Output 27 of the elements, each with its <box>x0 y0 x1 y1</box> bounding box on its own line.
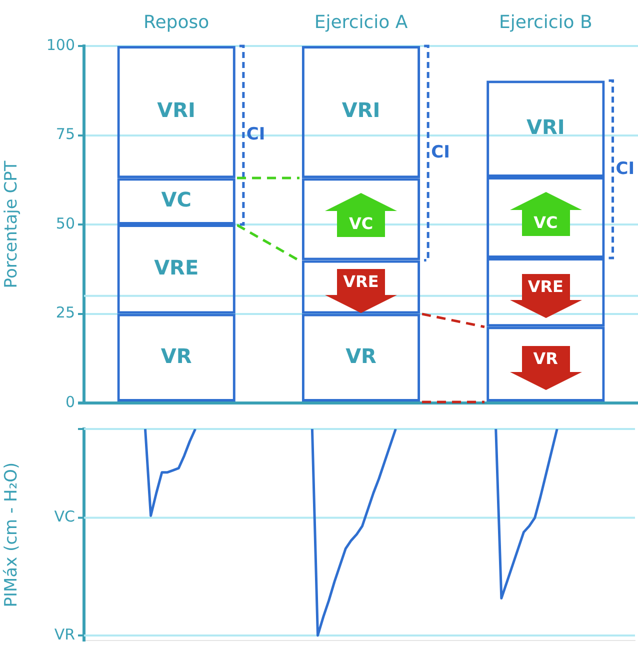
text: VR <box>346 344 376 368</box>
series-label: VRI <box>526 115 565 140</box>
y-tick-label: 75 <box>56 125 75 144</box>
text: VRI <box>157 98 196 122</box>
series-label: VR <box>533 349 558 368</box>
y-tick-label: 50 <box>56 214 75 232</box>
ref-line-label: VR <box>54 625 75 644</box>
annotation: CI <box>431 142 450 163</box>
y-tick-label: 0 <box>65 392 75 411</box>
text: VRI <box>342 98 380 122</box>
y-tick-label: 100 <box>46 36 75 54</box>
text: VRE <box>528 277 564 296</box>
text: VC <box>348 214 374 234</box>
text: VR <box>160 344 192 368</box>
series-label: VRE <box>343 272 379 291</box>
y-tick-label: 25 <box>56 304 75 322</box>
y-axis-title: Porcentaje CPT <box>2 160 22 288</box>
text: VRE <box>154 255 199 280</box>
series-label: VC <box>161 188 192 212</box>
annotation: CI <box>616 158 635 179</box>
annotation: CI <box>246 124 266 145</box>
text: VC <box>534 212 558 232</box>
ref-line-label: VC <box>54 508 75 526</box>
x-tick-label: Ejercicio A <box>314 12 408 33</box>
x-tick-label: Ejercicio B <box>498 12 592 33</box>
x-tick-label: Reposo <box>144 12 210 33</box>
y-axis-title: PIMáx (cm - H₂O) <box>2 462 22 608</box>
